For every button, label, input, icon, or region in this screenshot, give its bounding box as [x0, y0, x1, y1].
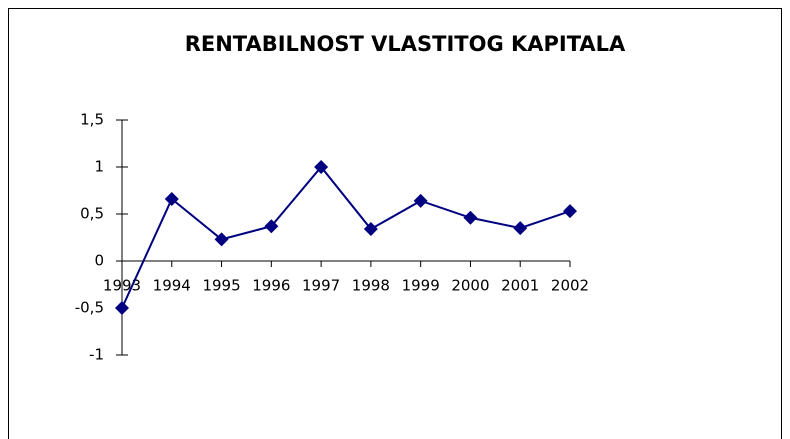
y-tick-label: 1: [94, 158, 104, 176]
y-tick-label: -1: [89, 346, 104, 364]
data-point: [363, 222, 378, 237]
data-point: [264, 219, 279, 234]
y-tick-label: -0,5: [75, 299, 104, 317]
x-tick-label: 1999: [402, 277, 440, 295]
data-point: [214, 232, 229, 247]
x-tick-label: 2000: [451, 277, 489, 295]
x-tick-label: 2001: [501, 277, 539, 295]
x-tick-label: 1998: [352, 277, 390, 295]
chart-title: RENTABILNOST VLASTITOG KAPITALA: [185, 32, 626, 56]
data-point: [463, 210, 478, 225]
data-line: [121, 165, 571, 309]
x-tick-label: 1995: [202, 277, 240, 295]
data-point: [413, 193, 428, 208]
y-tick-label: 1,5: [80, 111, 104, 129]
data-point: [115, 301, 129, 315]
x-tick-label: 1994: [153, 277, 191, 295]
chart-frame: [8, 8, 782, 439]
x-tick-label: 1993: [103, 277, 141, 295]
x-tick-label: 2002: [551, 277, 589, 295]
x-tick-label: 1997: [302, 277, 340, 295]
x-tick-label: 1996: [252, 277, 290, 295]
data-point: [513, 221, 528, 236]
y-tick-label: 0: [94, 252, 104, 270]
data-point: [164, 191, 179, 206]
y-tick-label: 0,5: [80, 205, 104, 223]
data-point: [314, 160, 329, 174]
data-point: [563, 204, 577, 219]
